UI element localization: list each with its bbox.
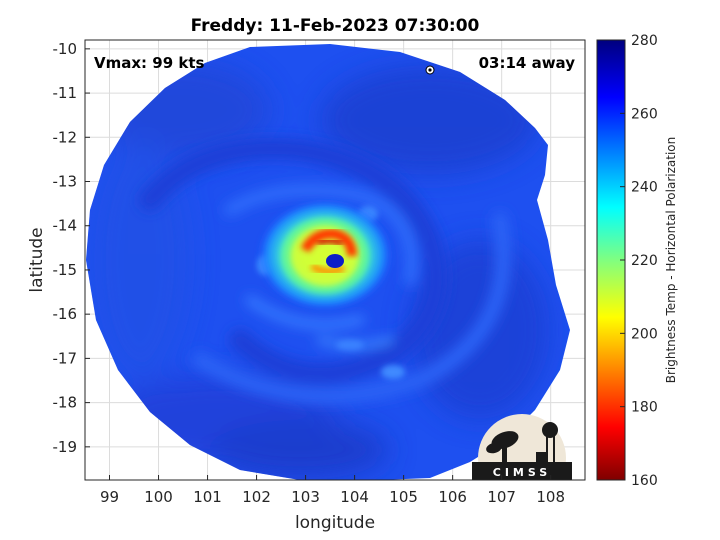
x-tick-label: 99 [100,488,119,506]
storm-core [257,199,393,311]
x-tick-label: 103 [291,488,320,506]
y-axis: -10 -11 -12 -13 -14 -15 -16 -17 -18 -19 [53,40,90,456]
y-tick-label: -17 [53,349,78,367]
colorbar-tick-label: 220 [631,253,658,269]
y-tick-label: -12 [53,128,78,146]
x-tick-label: 102 [242,488,271,506]
y-tick-label: -13 [53,173,78,191]
x-tick-label: 106 [438,488,467,506]
cimss-logo: CIMSS [472,414,572,480]
colorbar: 280 260 240 220 200 180 160 Brightness Temp - … [596,33,678,489]
colorbar-tick-label: 180 [631,400,658,416]
satellite-marker [425,65,435,75]
plot-frame [84,39,586,481]
y-tick-label: -15 [53,261,78,279]
y-tick-label: -14 [53,217,78,235]
y-tick-label: -16 [53,305,78,323]
x-tick-label: 100 [144,488,173,506]
x-tick-label: 101 [193,488,222,506]
brightness-temperature-field [86,44,570,480]
colorbar-label: Brightness Temp - Horizontal Polarizatio… [664,137,678,384]
x-axis: 99 100 101 102 103 104 105 106 107 108 [100,475,565,506]
storm-eye [326,254,344,268]
x-tick-label: 104 [340,488,369,506]
chart-title: Freddy: 11-Feb-2023 07:30:00 [191,16,480,36]
colorbar-tick-label: 280 [631,33,658,49]
y-tick-label: -18 [53,394,78,412]
logo-text: CIMSS [493,466,551,479]
colorbar-ticks: 280 260 240 220 200 180 160 [620,33,658,489]
x-tick-label: 105 [389,488,418,506]
colorbar-tick-label: 260 [631,106,658,122]
vmax-annotation: Vmax: 99 kts [94,54,204,72]
y-tick-label: -19 [53,438,78,456]
colorbar-tick-label: 240 [631,180,658,196]
y-tick-label: -11 [53,84,78,102]
colorbar-tick-label: 160 [631,473,658,489]
x-axis-label: longitude [295,513,375,533]
y-axis-label: latitude [27,227,47,292]
x-tick-label: 108 [536,488,565,506]
y-tick-label: -10 [53,40,78,58]
time-away-annotation: 03:14 away [479,54,576,72]
x-tick-label: 107 [487,488,516,506]
colorbar-tick-label: 200 [631,326,658,342]
